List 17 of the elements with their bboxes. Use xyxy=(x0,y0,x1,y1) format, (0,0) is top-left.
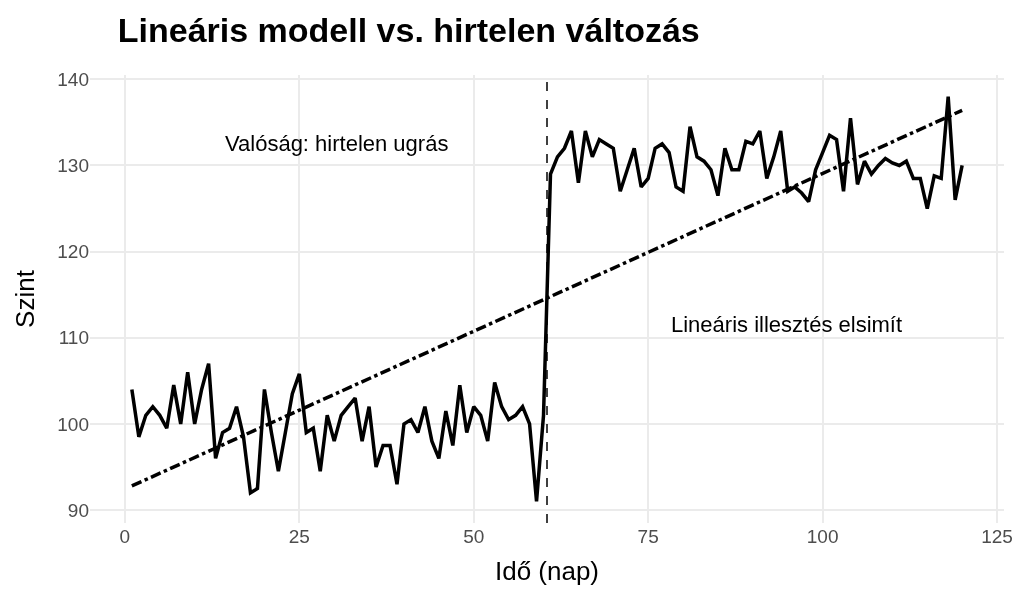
annotation: Lineáris illesztés elsimít xyxy=(671,312,903,337)
y-tick-label: 130 xyxy=(57,155,89,177)
x-tick-label: 100 xyxy=(806,526,839,547)
x-tick-label: 50 xyxy=(463,526,485,547)
y-tick-label: 110 xyxy=(58,327,89,349)
x-tick-label: 125 xyxy=(981,526,1013,547)
chart-title: Lineáris modell vs. hirtelen változás xyxy=(117,10,700,49)
y-tick-label: 140 xyxy=(57,68,89,90)
y-tick-label: 90 xyxy=(67,499,89,521)
y-tick-label: 120 xyxy=(57,241,89,263)
y-tick-label: 100 xyxy=(57,413,89,435)
x-tick-label: 25 xyxy=(288,526,310,547)
x-tick-label: 0 xyxy=(119,526,131,547)
x-tick-label: 75 xyxy=(637,526,659,547)
y-axis-title: Szint xyxy=(9,269,40,328)
annotation: Valóság: hirtelen ugrás xyxy=(225,131,449,156)
x-axis-title: Idő (nap) xyxy=(494,555,600,586)
